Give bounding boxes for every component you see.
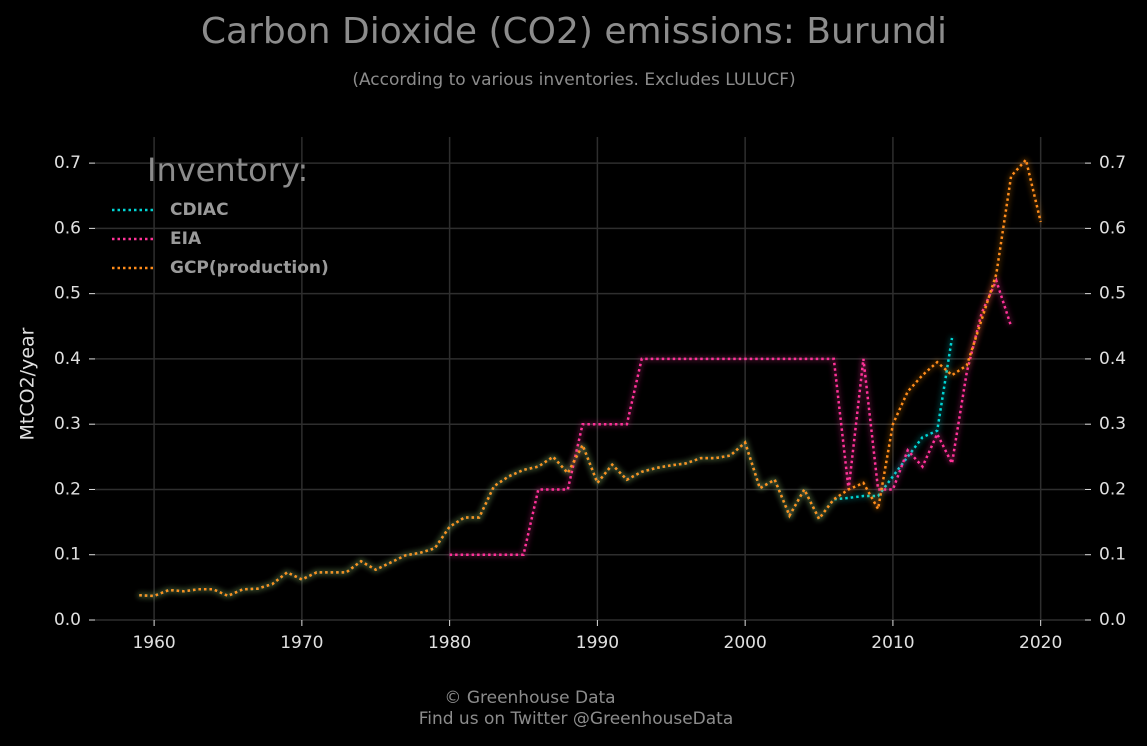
legend-label: GCP(production) xyxy=(170,258,329,278)
legend-label: EIA xyxy=(170,229,202,249)
y-tick-label: 0.0 xyxy=(54,610,81,630)
y2-tick-label: 0.3 xyxy=(1099,414,1126,434)
legend-label: CDIAC xyxy=(170,200,229,220)
series-line xyxy=(449,277,1013,556)
y2-tick-label: 0.1 xyxy=(1099,545,1126,565)
x-tick-label: 1960 xyxy=(132,633,175,653)
footer: Find us on Twitter @GreenhouseData xyxy=(419,709,734,729)
chart-subtitle: (According to various inventories. Exclu… xyxy=(352,70,795,90)
y-tick-label: 0.6 xyxy=(54,218,81,238)
chart-title: Carbon Dioxide (CO2) emissions: Burundi xyxy=(201,11,947,52)
y2-tick-label: 0.2 xyxy=(1099,479,1126,499)
y-tick-label: 0.2 xyxy=(54,479,81,499)
series-line xyxy=(139,157,1042,598)
x-tick-label: 1980 xyxy=(428,633,471,653)
y-tick-label: 0.1 xyxy=(54,545,81,565)
x-tick-label: 2010 xyxy=(871,633,914,653)
y2-tick-label: 0.5 xyxy=(1099,284,1126,304)
y-tick-label: 0.5 xyxy=(54,284,81,304)
footer: © Greenhouse Data xyxy=(444,688,615,708)
y2-tick-label: 0.7 xyxy=(1099,153,1126,173)
y2-tick-label: 0.6 xyxy=(1099,218,1126,238)
y-axis-label: MtCO2/year xyxy=(17,327,39,440)
y-tick-label: 0.4 xyxy=(54,349,81,369)
x-tick-label: 1970 xyxy=(280,633,323,653)
y2-tick-label: 0.4 xyxy=(1099,349,1126,369)
x-tick-label: 2020 xyxy=(1019,633,1062,653)
series-line xyxy=(139,337,954,598)
y-tick-label: 0.3 xyxy=(54,414,81,434)
x-tick-label: 1990 xyxy=(576,633,619,653)
legend-title: Inventory: xyxy=(147,151,308,189)
y2-tick-label: 0.0 xyxy=(1099,610,1126,630)
y-tick-label: 0.7 xyxy=(54,153,81,173)
x-tick-label: 2000 xyxy=(724,633,767,653)
